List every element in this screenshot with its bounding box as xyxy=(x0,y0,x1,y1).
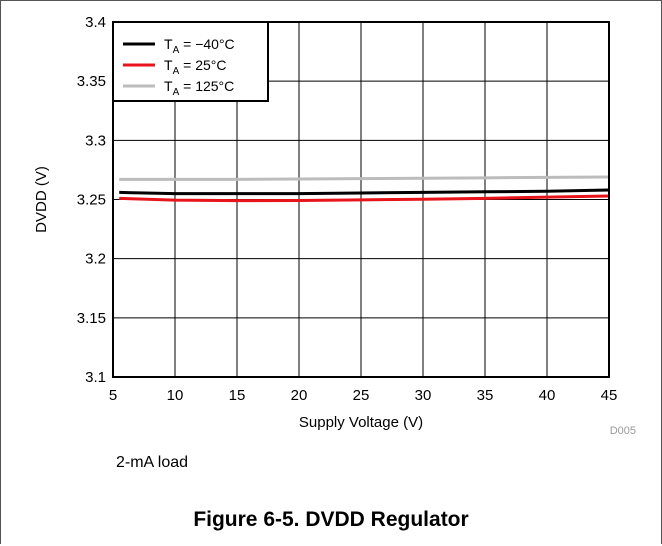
load-note: 2-mA load xyxy=(116,454,189,471)
x-tick-label: 15 xyxy=(229,387,246,404)
y-tick-label: 3.4 xyxy=(85,14,106,31)
legend-label: TA = −40°C xyxy=(164,36,235,56)
y-tick-label: 3.15 xyxy=(77,310,106,327)
x-tick-label: 40 xyxy=(539,387,556,404)
y-tick-label: 3.25 xyxy=(77,192,106,209)
y-axis-label: DVDD (V) xyxy=(33,166,50,233)
x-tick-label: 25 xyxy=(353,387,370,404)
y-tick-label: 3.35 xyxy=(77,73,106,90)
x-tick-label: 45 xyxy=(601,387,618,404)
figure-caption: Figure 6-5. DVDD Regulator xyxy=(193,508,469,531)
x-tick-label: 30 xyxy=(415,387,432,404)
x-tick-label: 35 xyxy=(477,387,494,404)
y-tick-label: 3.1 xyxy=(85,369,106,386)
top-rule xyxy=(0,0,662,1)
plot-border xyxy=(112,21,610,378)
series-line xyxy=(119,188,610,196)
legend-label: TA = 25°C xyxy=(164,57,226,77)
y-tick-label: 3.2 xyxy=(85,251,106,268)
x-tick-label: 20 xyxy=(291,387,308,404)
legend-label: TA = 125°C xyxy=(164,78,234,98)
x-tick-label: 10 xyxy=(167,387,184,404)
y-tick-label: 3.3 xyxy=(85,132,106,149)
series-line xyxy=(119,175,610,181)
series-lines xyxy=(119,175,610,203)
legend-box xyxy=(112,21,269,102)
x-tick-label: 5 xyxy=(109,387,117,404)
x-axis-label: Supply Voltage (V) xyxy=(299,414,423,431)
tick-labels: 5 10 15 20 25 30 35 40 45 3.4 3.35 3.3 3.25 3.2 3.15 3.… xyxy=(77,14,618,404)
series-line xyxy=(119,194,610,203)
legend: TA = −40°CTA = 25°CTA = 125°C xyxy=(112,21,269,102)
figure-code: D005 xyxy=(610,425,636,437)
